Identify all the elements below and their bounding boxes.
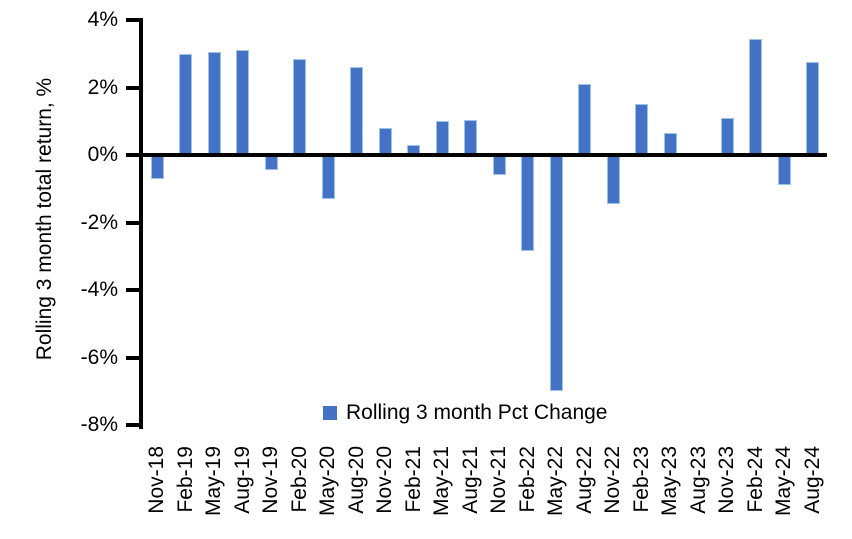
- x-axis-label: Aug-24: [800, 446, 824, 514]
- y-axis-tick-mark: [126, 153, 143, 157]
- bar-May-23: [663, 133, 677, 155]
- y-axis-tick-label: 2%: [87, 75, 118, 99]
- zero-baseline: [139, 153, 827, 157]
- x-axis-label: Nov-23: [715, 446, 739, 514]
- y-axis-tick-mark: [126, 85, 143, 90]
- bar-Feb-20: [293, 58, 307, 155]
- x-axis-label: Aug-22: [572, 446, 596, 514]
- bar-Aug-20: [350, 67, 364, 155]
- y-axis-tick-mark: [126, 423, 143, 427]
- bar-Feb-24: [749, 38, 763, 155]
- x-axis-label: Nov-18: [145, 446, 169, 514]
- x-axis-label: Aug-19: [230, 446, 254, 514]
- bar-Nov-21: [492, 155, 506, 176]
- x-axis-label: May-23: [658, 446, 682, 517]
- x-axis-label: May-24: [772, 446, 796, 517]
- x-axis-label: Aug-21: [458, 446, 482, 514]
- bar-Nov-18: [150, 155, 164, 179]
- x-axis-label: Nov-22: [601, 446, 625, 514]
- bar-Feb-23: [635, 104, 649, 155]
- y-axis-tick-mark: [126, 220, 143, 225]
- x-axis-label: May-20: [316, 446, 340, 517]
- bar-May-20: [321, 155, 335, 199]
- y-axis-tick-mark: [126, 355, 143, 360]
- bar-May-24: [777, 155, 791, 186]
- bar-Aug-24: [806, 62, 820, 155]
- x-axis-label: May-22: [544, 446, 568, 517]
- bar-Aug-21: [464, 119, 478, 155]
- x-axis-label: Feb-19: [173, 446, 197, 513]
- y-axis-tick-mark: [126, 18, 143, 22]
- x-axis-label: Nov-20: [373, 446, 397, 514]
- bar-Aug-19: [236, 50, 250, 155]
- bar-May-19: [207, 52, 221, 155]
- bar-Feb-19: [179, 53, 193, 155]
- y-axis-tick-label: -6%: [80, 345, 118, 369]
- x-axis-label: Nov-21: [487, 446, 511, 514]
- bar-May-22: [549, 155, 563, 392]
- x-axis-label: Aug-23: [686, 446, 710, 514]
- x-axis-label: Feb-23: [629, 446, 653, 513]
- y-axis-tick-label: 0%: [87, 143, 118, 166]
- x-axis-label: Feb-22: [515, 446, 539, 513]
- x-axis-label: May-19: [202, 446, 226, 517]
- bar-Nov-22: [606, 155, 620, 204]
- y-axis-tick-label: 4%: [87, 8, 118, 31]
- x-axis-label: Aug-20: [344, 446, 368, 514]
- y-axis-tick-label: -4%: [80, 278, 118, 301]
- bar-Nov-20: [378, 128, 392, 155]
- y-axis-tick-label: -8%: [80, 413, 118, 436]
- x-axis-label: Feb-20: [287, 446, 311, 513]
- x-axis-label: Nov-19: [259, 446, 283, 514]
- bar-Nov-23: [720, 117, 734, 155]
- bar-Nov-19: [264, 155, 278, 171]
- bar-May-21: [435, 121, 449, 155]
- bar-Feb-22: [521, 155, 535, 252]
- legend-color-swatch: [323, 406, 337, 420]
- y-axis-tick-label: -2%: [80, 210, 118, 234]
- legend: Rolling 3 month Pct Change: [323, 400, 608, 426]
- legend-label: Rolling 3 month Pct Change: [346, 401, 608, 424]
- x-axis-label: Feb-21: [401, 446, 425, 513]
- y-axis-tick-mark: [126, 288, 143, 292]
- bar-Aug-22: [578, 84, 592, 155]
- x-axis-label: Feb-24: [743, 446, 767, 513]
- x-axis-label: May-21: [430, 446, 454, 517]
